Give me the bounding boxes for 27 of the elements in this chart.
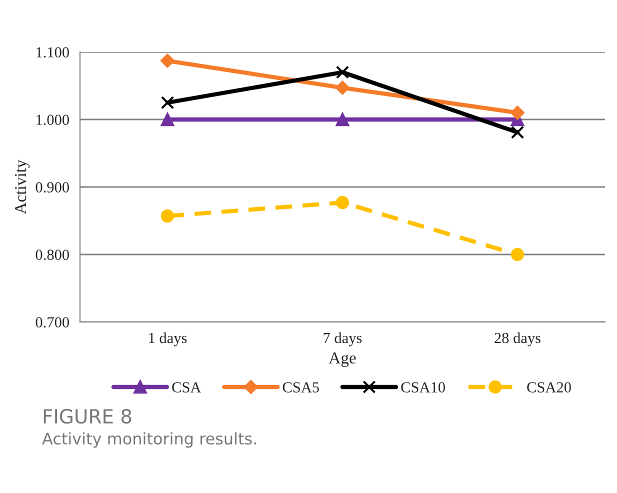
point — [160, 112, 174, 126]
legend-label: CSA5 — [282, 382, 319, 392]
x-axis-title: Age — [328, 352, 356, 367]
point — [336, 196, 350, 210]
y-tick-label: 1.100 — [36, 47, 69, 58]
point — [160, 54, 174, 68]
x-tick-label: 1 days — [149, 332, 187, 346]
caption: FIGURE 8 — [44, 408, 132, 424]
y-tick-label: 0.900 — [36, 182, 69, 193]
y-tick-label: 0.700 — [36, 317, 69, 328]
point — [510, 248, 524, 262]
point — [160, 209, 174, 223]
y-tick-label: 1.000 — [36, 114, 69, 126]
point — [336, 112, 350, 126]
x-tick-label: 7 days — [324, 332, 362, 346]
text: Activity monitoring results. — [42, 432, 256, 448]
legend-label: CSA20 — [527, 382, 571, 392]
point — [336, 66, 350, 79]
x-tick-label: 28 days — [494, 332, 540, 346]
y-axis-title: Activity — [15, 160, 30, 214]
point — [160, 96, 174, 110]
legend-label: CSA10 — [401, 382, 445, 392]
point — [336, 80, 350, 95]
point — [510, 106, 524, 120]
y-tick-label: 0.800 — [36, 250, 69, 260]
legend-label: CSA — [172, 382, 202, 392]
point — [510, 126, 524, 139]
